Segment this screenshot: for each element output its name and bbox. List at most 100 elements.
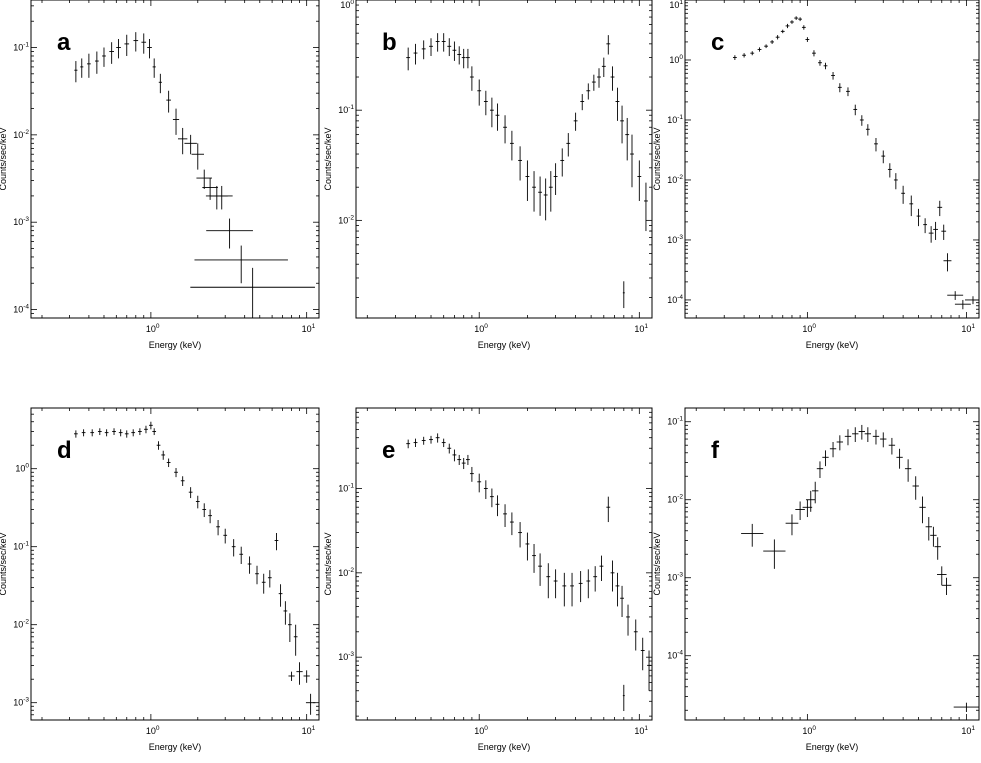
y-tick-label: 10-2 [13,619,29,630]
data-point [732,55,737,60]
panel-e: 100 101 10-3 10-2 10-1 Energy (keV) Counts/sec… [323,407,653,752]
data-point [829,441,837,458]
data-point [844,429,852,446]
panel-c: 100 101 10-4 10-3 10-2 10-1 100 101 Energy (keV)… [652,0,980,350]
data-point [208,509,212,524]
data-point [538,553,543,586]
data-point [231,539,236,557]
data-point [812,481,819,504]
data-series [741,424,979,712]
plot-frame [30,0,320,319]
data-point [206,218,253,249]
plot-frame [30,407,320,721]
data-point [872,429,880,445]
data-point [798,17,803,22]
x-tick-label: 100 [146,323,160,334]
data-point [626,604,630,636]
data-point [194,245,288,284]
data-point [457,46,462,65]
data-point [593,566,598,592]
data-point [441,438,446,448]
data-point [912,476,919,500]
panel-letter: c [711,29,724,56]
data-point [267,570,272,588]
data-point [261,573,266,594]
data-point [205,185,228,210]
data-point [435,433,440,443]
data-point [742,53,747,58]
data-point [573,112,578,131]
x-tick-label: 100 [802,323,816,334]
data-point [633,619,638,651]
x-tick-label: 101 [634,725,648,736]
data-point [599,555,604,582]
y-tick-label: 10-3 [667,572,683,583]
data-point [858,424,866,440]
data-point [413,43,418,65]
data-point [435,33,440,52]
data-point [934,537,941,560]
data-point [640,637,645,671]
data-point [80,58,84,78]
data-point [429,38,433,57]
data-point [625,117,630,161]
data-point [518,522,523,548]
y-tick-label: 101 [669,0,683,10]
data-point [881,150,886,164]
data-point [562,572,567,607]
data-point [578,571,583,603]
panel-letter: a [57,29,71,56]
data-point [566,133,571,157]
x-tick-label: 101 [961,323,975,334]
data-point [532,171,536,212]
x-axis-label: Energy (keV) [806,742,859,752]
data-point [794,16,799,20]
data-point [805,490,816,512]
data-point [293,624,298,656]
data-point [413,438,418,448]
data-point [406,47,411,71]
data-point [580,94,585,111]
x-axis-label: Energy (keV) [149,340,202,350]
data-point [191,143,205,170]
data-point [812,50,816,57]
data-point [495,103,500,131]
data-point [893,173,898,190]
data-point [461,457,466,470]
data-series [74,421,316,715]
y-tick-label: 10-2 [338,567,354,578]
panel-letter: e [382,437,395,464]
data-point [597,68,601,88]
data-point [421,40,426,60]
panel-a: 100 101 10-4 10-3 10-2 10-1 Energy (keV) Counts… [0,0,320,350]
data-point [247,556,252,574]
y-axis-label: Counts/sec/keV [0,127,8,190]
data-point [525,532,530,561]
data-point [941,224,947,240]
y-tick-label: 100 [669,54,683,65]
data-point [601,57,606,78]
plot-frame [355,0,653,319]
data-point [785,514,799,536]
y-axis-label: Counts/sec/keV [652,532,662,595]
data-point [147,39,152,59]
data-point [447,443,452,454]
data-point [469,466,474,482]
data-point [452,41,457,61]
data-point [283,601,288,625]
data-point [637,160,642,201]
data-point [461,48,466,69]
data-point [141,33,147,54]
data-point [852,427,859,442]
data-series [732,16,979,310]
y-tick-label: 10-4 [667,650,683,661]
x-axis-label: Energy (keV) [149,742,202,752]
data-point [503,504,507,527]
y-tick-label: 10-3 [667,234,683,245]
x-tick-label: 100 [146,725,160,736]
data-point [184,134,197,155]
x-tick-label: 101 [302,323,316,334]
data-point [823,62,828,70]
data-point [477,79,482,106]
